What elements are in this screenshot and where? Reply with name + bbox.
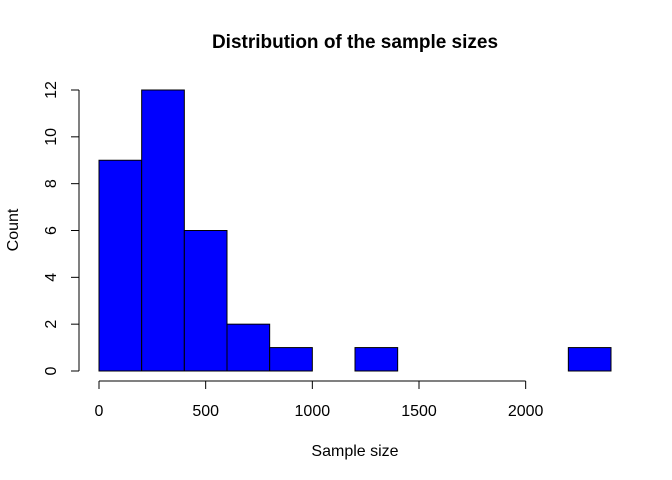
histogram-bar [354, 347, 399, 372]
y-tick-label: 6 [43, 226, 60, 235]
chart-title: Distribution of the sample sizes [212, 32, 498, 53]
y-axis: 0 2 4 6 8 10 12 [43, 81, 80, 375]
y-tick-label: 10 [43, 128, 60, 146]
histogram-bar [269, 347, 313, 372]
y-axis-label: Count [5, 208, 22, 251]
x-axis: 0 500 1000 1500 2000 [95, 380, 544, 420]
x-tick-label: 500 [192, 403, 219, 420]
x-axis-label: Sample size [311, 443, 398, 460]
x-tick-label: 0 [95, 403, 104, 420]
y-tick-label: 0 [43, 366, 60, 375]
y-tick-label: 8 [43, 179, 60, 188]
y-tick-label: 12 [43, 81, 60, 99]
bars-group [98, 89, 612, 372]
x-tick-label: 1500 [401, 403, 437, 420]
y-tick-label: 2 [43, 320, 60, 329]
histogram-bar [98, 159, 143, 372]
histogram-bar [226, 323, 271, 372]
histogram-bar [567, 347, 612, 372]
histogram-bar [183, 230, 228, 372]
x-tick-label: 2000 [508, 403, 544, 420]
histogram-bar [141, 89, 185, 372]
y-tick-label: 4 [43, 273, 60, 282]
x-tick-label: 1000 [295, 403, 331, 420]
